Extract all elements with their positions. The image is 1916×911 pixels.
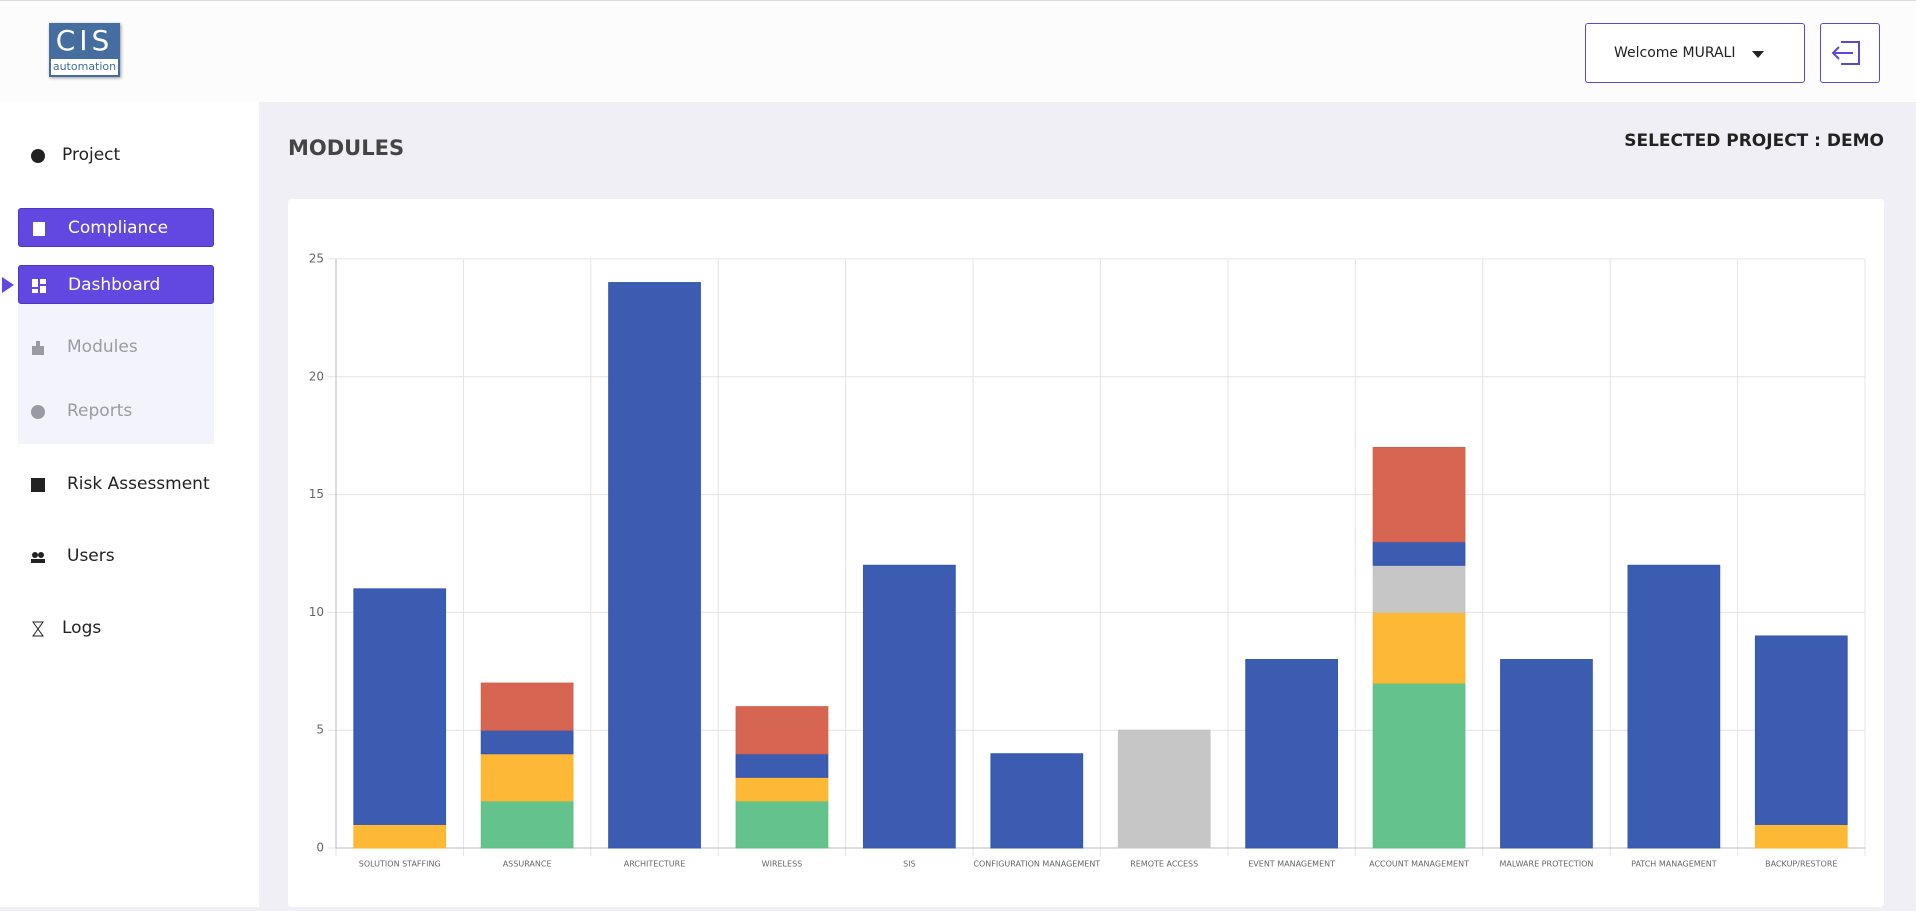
icon — [32, 621, 44, 637]
logo-subtitle: automation — [51, 59, 118, 75]
y-tick-label: 10 — [309, 605, 324, 619]
nav-dashboard[interactable]: Dashboard — [18, 265, 214, 304]
icon — [31, 405, 45, 419]
bar-segment — [735, 776, 829, 802]
y-tick-label: 0 — [316, 841, 324, 855]
bar-segment — [1117, 729, 1211, 849]
bar-segment — [480, 753, 574, 802]
nav-label: Modules — [67, 337, 138, 357]
active-marker — [2, 277, 14, 293]
header: CIS automation Welcome MURALI — [0, 0, 1916, 102]
bar-segment — [480, 800, 574, 849]
x-tick-label: EVENT MANAGEMENT — [1248, 860, 1335, 869]
y-tick-label: 15 — [309, 487, 324, 501]
nav-label: Risk Assessment — [67, 474, 210, 494]
x-tick-label: ASSURANCE — [503, 860, 552, 869]
bar-segment — [735, 753, 829, 778]
nav-label: Project — [62, 145, 121, 165]
nav-label: Logs — [62, 618, 102, 638]
chart: 0 5 10 15 20 25 SOLUTION STAFFING ASSURANCE ARCH… — [309, 252, 1866, 869]
y-tick-label: 5 — [316, 723, 324, 737]
bar-segment — [1754, 635, 1848, 825]
chart-card: 0 5 10 15 20 25 SOLUTION STAFFING ASSURANCE ARCH… — [288, 199, 1884, 907]
bar-segment — [353, 823, 447, 849]
bar-segment — [1627, 564, 1721, 849]
selected-project: SELECTED PROJECT : DEMO — [1624, 131, 1884, 151]
bar-segment — [990, 753, 1084, 849]
bar-segment — [735, 800, 829, 849]
icon — [32, 341, 44, 355]
nav-compliance[interactable]: Compliance — [18, 208, 214, 247]
logo[interactable]: CIS automation — [49, 23, 120, 77]
x-tick-label: CONFIGURATION MANAGEMENT — [973, 860, 1100, 869]
nav-label: Users — [67, 546, 115, 566]
x-tick-label: REMOTE ACCESS — [1130, 860, 1198, 869]
bar-segment — [608, 282, 701, 849]
nav-modules[interactable]: Modules — [18, 328, 214, 367]
logout-icon — [1831, 41, 1860, 65]
nav-project[interactable]: Project — [18, 136, 214, 175]
welcome-text: Welcome MURALI — [1614, 45, 1736, 61]
submenu — [18, 304, 214, 444]
bar-segment — [480, 729, 574, 755]
x-tick-label: SIS — [903, 860, 916, 869]
icon — [33, 222, 45, 236]
user-menu[interactable]: Welcome MURALI — [1585, 23, 1805, 83]
nav-reports[interactable]: Reports — [18, 392, 214, 431]
x-tick-label: ACCOUNT MANAGEMENT — [1369, 860, 1469, 869]
nav-logs[interactable]: Logs — [18, 609, 214, 648]
bar-segment — [1372, 611, 1466, 684]
caret — [1752, 51, 1764, 58]
bar-segment — [1754, 823, 1848, 849]
bar-segment — [863, 564, 956, 849]
icon — [31, 552, 45, 563]
x-tick-label: BACKUP/RESTORE — [1765, 860, 1837, 869]
icon — [31, 149, 45, 163]
nav-risk[interactable]: Risk Assessment — [18, 465, 214, 504]
bar-segment — [1500, 659, 1593, 849]
bar-segment — [480, 682, 574, 731]
bar-segment — [1372, 682, 1466, 849]
bar-segment — [1372, 541, 1466, 566]
x-tick-label: WIRELESS — [762, 860, 803, 869]
icon — [32, 279, 46, 293]
x-tick-label: PATCH MANAGEMENT — [1631, 860, 1717, 869]
bar-segment — [1372, 446, 1466, 543]
nav-label: Compliance — [68, 218, 169, 238]
x-tick-label: MALWARE PROTECTION — [1499, 860, 1593, 869]
nav-label: Dashboard — [68, 275, 161, 295]
logout-button[interactable] — [1820, 23, 1880, 83]
page-title: MODULES — [288, 136, 405, 160]
y-tick-label: 25 — [309, 252, 324, 266]
bar-segment — [1372, 564, 1466, 613]
x-tick-label: ARCHITECTURE — [624, 860, 685, 869]
nav-label: Reports — [67, 401, 133, 421]
bar-segment — [735, 706, 829, 755]
bar-segment — [353, 588, 447, 825]
logo-title: CIS — [55, 24, 114, 57]
y-tick-label: 20 — [309, 369, 324, 383]
nav-users[interactable]: Users — [18, 537, 214, 576]
x-tick-label: SOLUTION STAFFING — [359, 860, 441, 869]
bar-segment — [1245, 659, 1338, 849]
icon — [31, 478, 45, 492]
